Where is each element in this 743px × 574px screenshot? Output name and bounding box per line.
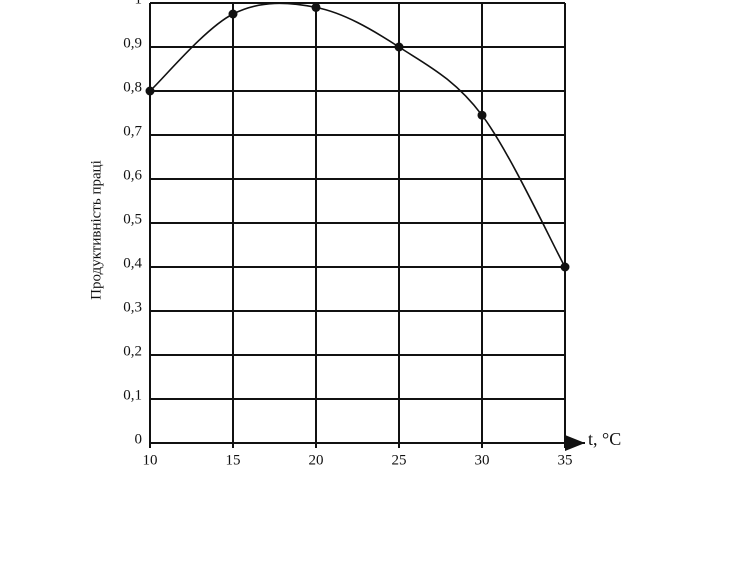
point bbox=[560, 262, 570, 272]
line bbox=[149, 2, 566, 268]
x-tick-label: 35 bbox=[558, 452, 573, 468]
point bbox=[394, 42, 404, 52]
x-tick-label: 30 bbox=[475, 452, 490, 468]
y-tick-label: 0,6 bbox=[123, 167, 142, 183]
point bbox=[477, 110, 487, 120]
y-tick-label: 0,2 bbox=[123, 343, 142, 359]
point bbox=[311, 2, 321, 12]
x-tick-label: 25 bbox=[392, 452, 407, 468]
y-tick-label: 0,8 bbox=[123, 79, 142, 95]
y-tick-label: 0,4 bbox=[123, 255, 142, 271]
y-tick-label: 0,7 bbox=[123, 123, 142, 139]
point bbox=[228, 9, 238, 19]
x-tick-label: 15 bbox=[226, 452, 241, 468]
point bbox=[145, 86, 155, 96]
y-axis-label: Продуктивність праці bbox=[88, 160, 104, 300]
y-tick-label: 0,9 bbox=[123, 35, 142, 51]
y-tick-label: 0,1 bbox=[123, 387, 142, 403]
y-tick-label: 0,3 bbox=[123, 299, 142, 315]
y-tick-label: 0 bbox=[135, 431, 143, 447]
x-tick-label: 20 bbox=[309, 452, 324, 468]
y-tick-label: 1 bbox=[135, 0, 143, 7]
y-tick-label: 0,5 bbox=[123, 211, 142, 227]
x-axis-label: t, °C bbox=[588, 429, 621, 449]
x-tick-label: 10 bbox=[143, 452, 158, 468]
